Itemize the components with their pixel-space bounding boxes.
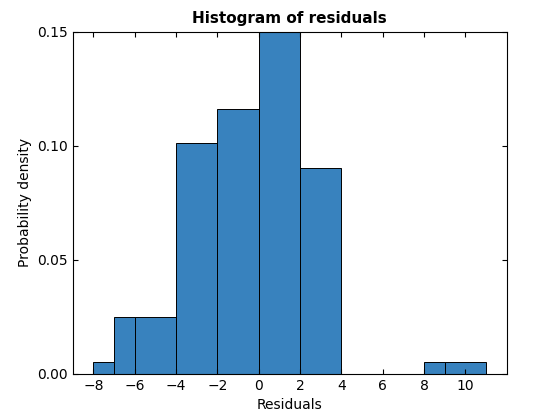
Bar [445,362,486,374]
Title: Histogram of residuals: Histogram of residuals [193,11,387,26]
Bar [217,109,259,374]
Bar [300,168,342,374]
Bar [176,143,217,374]
Bar [135,317,176,374]
X-axis label: Residuals: Residuals [257,398,323,412]
Bar [94,362,114,374]
Y-axis label: Probability density: Probability density [17,138,31,267]
Bar [424,362,445,374]
Bar [259,32,300,374]
Bar [114,317,135,374]
